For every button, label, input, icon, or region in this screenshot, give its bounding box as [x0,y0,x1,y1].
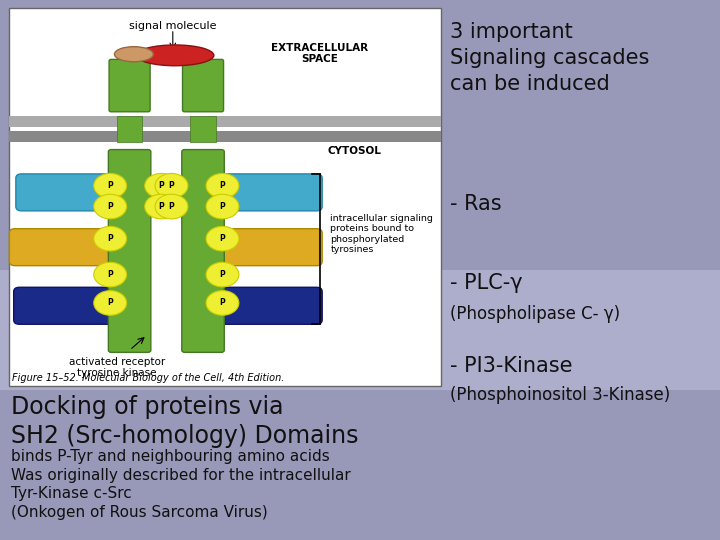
Text: binds P-Tyr and neighbouring amino acids
Was originally described for the intrac: binds P-Tyr and neighbouring amino acids… [11,449,351,520]
Circle shape [155,173,188,198]
Circle shape [145,194,178,219]
Circle shape [94,194,127,219]
Circle shape [206,226,239,251]
Text: P: P [168,181,174,190]
Text: (Phospholipase C- γ): (Phospholipase C- γ) [450,305,620,323]
Bar [117,116,143,142]
Circle shape [94,173,127,198]
Circle shape [155,194,188,219]
Circle shape [206,173,239,198]
FancyBboxPatch shape [216,229,323,266]
Text: P: P [107,202,113,211]
Bar [0,270,720,540]
Text: P: P [220,299,225,307]
FancyBboxPatch shape [181,150,225,353]
Circle shape [94,262,127,287]
Text: P: P [220,270,225,279]
Bar [190,116,216,142]
Text: P: P [107,234,113,243]
Text: P: P [220,202,225,211]
Circle shape [206,262,239,287]
Text: Figure 15–52. Molecular Biology of the Cell, 4th Edition.: Figure 15–52. Molecular Biology of the C… [12,373,284,383]
Text: activated receptor
tyrosine kinase: activated receptor tyrosine kinase [68,356,165,378]
Text: P: P [107,299,113,307]
Text: P: P [158,181,164,190]
Circle shape [206,194,239,219]
Circle shape [94,291,127,315]
Ellipse shape [136,45,214,66]
FancyBboxPatch shape [216,287,323,324]
Text: EXTRACELLULAR
SPACE: EXTRACELLULAR SPACE [271,43,368,64]
Text: - PI3-Kinase: - PI3-Kinase [450,356,572,376]
Text: 3 important
Signaling cascades
can be induced: 3 important Signaling cascades can be in… [450,22,649,94]
Text: - Ras: - Ras [450,194,502,214]
Text: (Phosphoinositol 3-Kinase): (Phosphoinositol 3-Kinase) [450,386,670,404]
Text: intracellular signaling
proteins bound to
phosphorylated
tyrosines: intracellular signaling proteins bound t… [330,214,433,254]
FancyBboxPatch shape [216,174,323,211]
FancyBboxPatch shape [16,174,122,211]
Text: - PLC-γ: - PLC-γ [450,273,523,293]
Bar [9,131,441,142]
Text: P: P [107,270,113,279]
Text: signal molecule: signal molecule [129,22,217,31]
Text: P: P [107,181,113,190]
Circle shape [145,173,178,198]
Text: Docking of proteins via
SH2 (Src-homology) Domains: Docking of proteins via SH2 (Src-homolog… [11,395,359,448]
Circle shape [206,291,239,315]
Text: P: P [220,234,225,243]
FancyBboxPatch shape [9,229,116,266]
Bar [9,8,441,386]
Text: CYTOSOL: CYTOSOL [328,146,381,156]
Text: P: P [158,202,164,211]
FancyBboxPatch shape [14,287,120,324]
Bar [0,0,720,270]
FancyBboxPatch shape [109,59,150,112]
Text: P: P [168,202,174,211]
Circle shape [94,226,127,251]
Bar [0,390,720,540]
FancyBboxPatch shape [183,59,223,112]
Text: P: P [220,181,225,190]
Bar [9,116,441,127]
Ellipse shape [114,46,153,62]
FancyBboxPatch shape [109,150,151,353]
